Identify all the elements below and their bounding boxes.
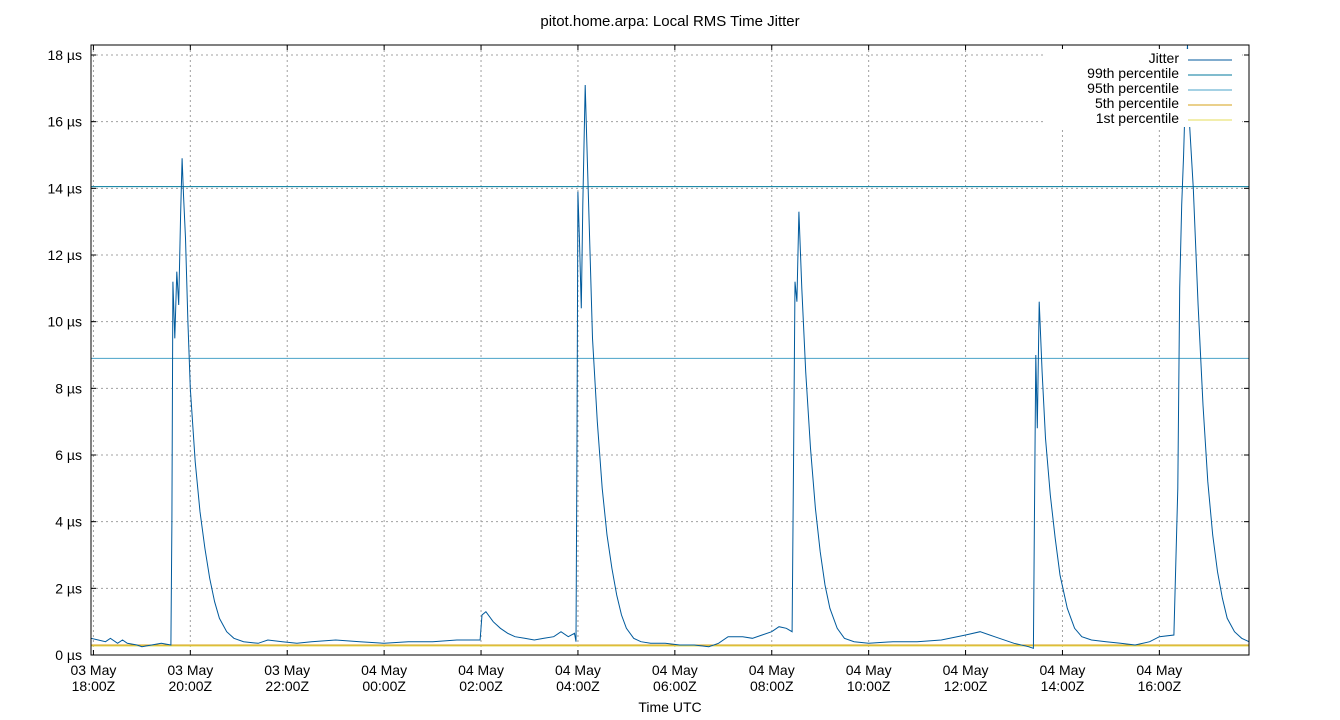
x-tick-label: 10:00Z xyxy=(847,678,891,694)
chart-title: pitot.home.arpa: Local RMS Time Jitter xyxy=(540,13,799,30)
x-tick-label: 12:00Z xyxy=(944,678,988,694)
x-tick-label: 04 May xyxy=(1136,662,1182,678)
y-tick-label: 8 µs xyxy=(55,380,82,396)
legend-background xyxy=(1046,49,1242,127)
x-tick-label: 04 May xyxy=(361,662,407,678)
plot-frame xyxy=(90,44,1250,656)
x-tick-label: 03 May xyxy=(264,662,310,678)
x-tick-label: 04 May xyxy=(458,662,504,678)
x-tick-label: 06:00Z xyxy=(653,678,697,694)
legend-label: 99th percentile xyxy=(1087,65,1179,81)
y-tick-label: 10 µs xyxy=(47,314,82,330)
jitter-line xyxy=(90,44,1250,649)
legend-label: 95th percentile xyxy=(1087,80,1179,96)
y-tick-label: 0 µs xyxy=(55,647,82,663)
x-tick-label: 04:00Z xyxy=(556,678,600,694)
x-tick-label: 00:00Z xyxy=(362,678,406,694)
x-tick-label: 18:00Z xyxy=(72,678,116,694)
x-tick-label: 02:00Z xyxy=(459,678,503,694)
y-tick-label: 12 µs xyxy=(47,247,82,263)
y-tick-label: 18 µs xyxy=(47,47,82,63)
x-tick-label: 22:00Z xyxy=(265,678,309,694)
x-tick-label: 04 May xyxy=(749,662,795,678)
y-tick-label: 6 µs xyxy=(55,447,82,463)
jitter-series xyxy=(90,44,1250,649)
legend-label: 5th percentile xyxy=(1095,95,1179,111)
x-tick-label: 14:00Z xyxy=(1041,678,1085,694)
x-tick-label: 03 May xyxy=(167,662,213,678)
gridlines xyxy=(91,45,1249,655)
x-tick-label: 20:00Z xyxy=(169,678,213,694)
axes: 0 µs 2 µs 4 µs 6 µs 8 µs 10 µs 12 µs 14 µs 16 µs… xyxy=(47,45,1249,694)
x-tick-label: 04 May xyxy=(846,662,892,678)
y-tick-label: 14 µs xyxy=(47,180,82,196)
y-tick-label: 16 µs xyxy=(47,114,82,130)
y-tick-label: 2 µs xyxy=(55,580,82,596)
x-tick-label: 04 May xyxy=(555,662,601,678)
legend-label: 1st percentile xyxy=(1096,110,1179,126)
y-tick-label: 4 µs xyxy=(55,514,82,530)
x-tick-label: 04 May xyxy=(1039,662,1085,678)
x-axis-label: Time UTC xyxy=(638,699,701,715)
x-tick-label: 03 May xyxy=(70,662,116,678)
legend-label: Jitter xyxy=(1149,50,1180,66)
x-tick-label: 04 May xyxy=(943,662,989,678)
x-tick-label: 04 May xyxy=(652,662,698,678)
percentile-lines xyxy=(91,186,1249,647)
x-tick-label: 08:00Z xyxy=(750,678,794,694)
x-tick-label: 16:00Z xyxy=(1138,678,1182,694)
